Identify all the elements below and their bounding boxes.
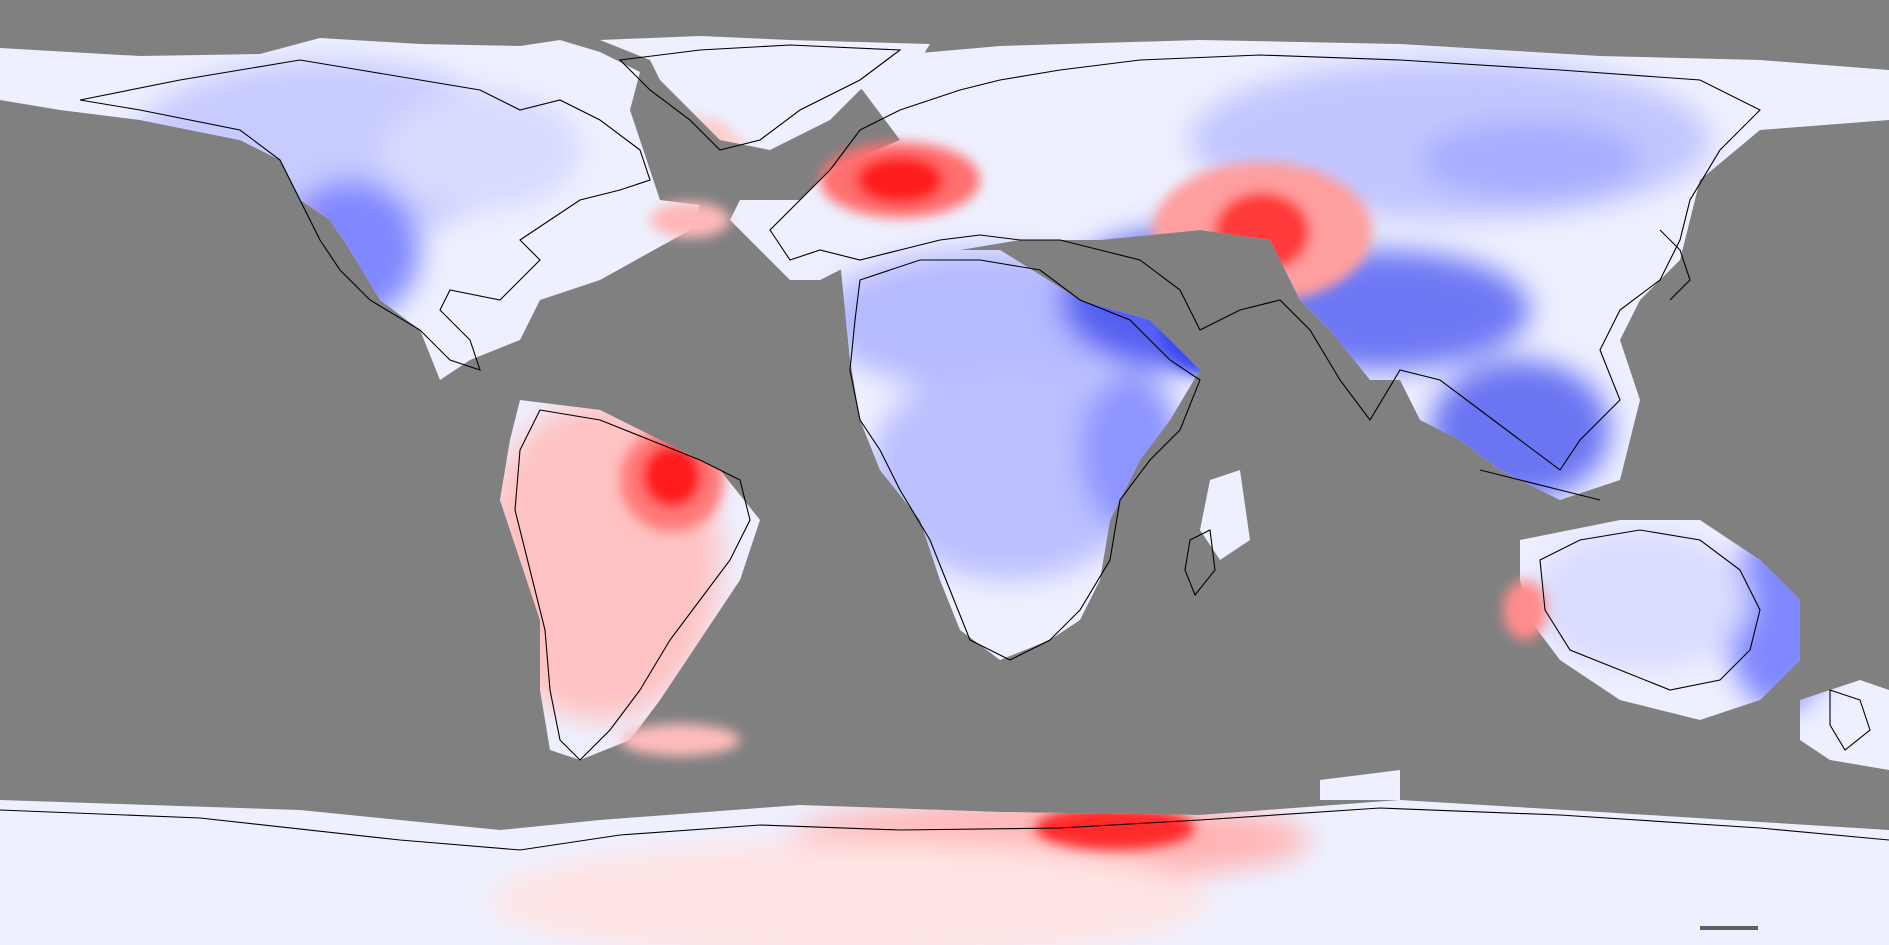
warm-british-isles-core xyxy=(856,156,944,204)
warm-atlantic-canada xyxy=(650,202,730,238)
ocean-warm-patches xyxy=(620,142,1547,756)
warm-brazil-core xyxy=(642,444,702,508)
coastline-japan xyxy=(1659,229,1691,301)
scale-bar xyxy=(1700,926,1758,930)
warm-west-australia xyxy=(1503,580,1547,640)
coastline-greenland xyxy=(618,44,902,151)
coastline-north-america xyxy=(79,59,651,371)
cool-canada-east xyxy=(380,90,580,210)
coastline-africa xyxy=(849,259,1201,661)
coastline-eurasia xyxy=(769,54,1761,471)
warm-south-atlantic xyxy=(620,724,740,756)
cool-central-africa xyxy=(870,360,1150,580)
coastlines xyxy=(0,44,1889,851)
coastline-madagascar xyxy=(1184,529,1216,597)
warm-antarctica-core xyxy=(1035,806,1195,850)
coastline-south-america xyxy=(514,409,751,761)
coastline-new-zealand xyxy=(1829,689,1871,751)
warm-antarctica xyxy=(490,840,1210,945)
cool-far-east xyxy=(1420,120,1640,200)
cool-australia xyxy=(1530,530,1750,670)
coastline-antarctica xyxy=(0,807,1889,851)
coastline-australia xyxy=(1539,529,1761,691)
coastline-indonesia xyxy=(1479,469,1601,501)
